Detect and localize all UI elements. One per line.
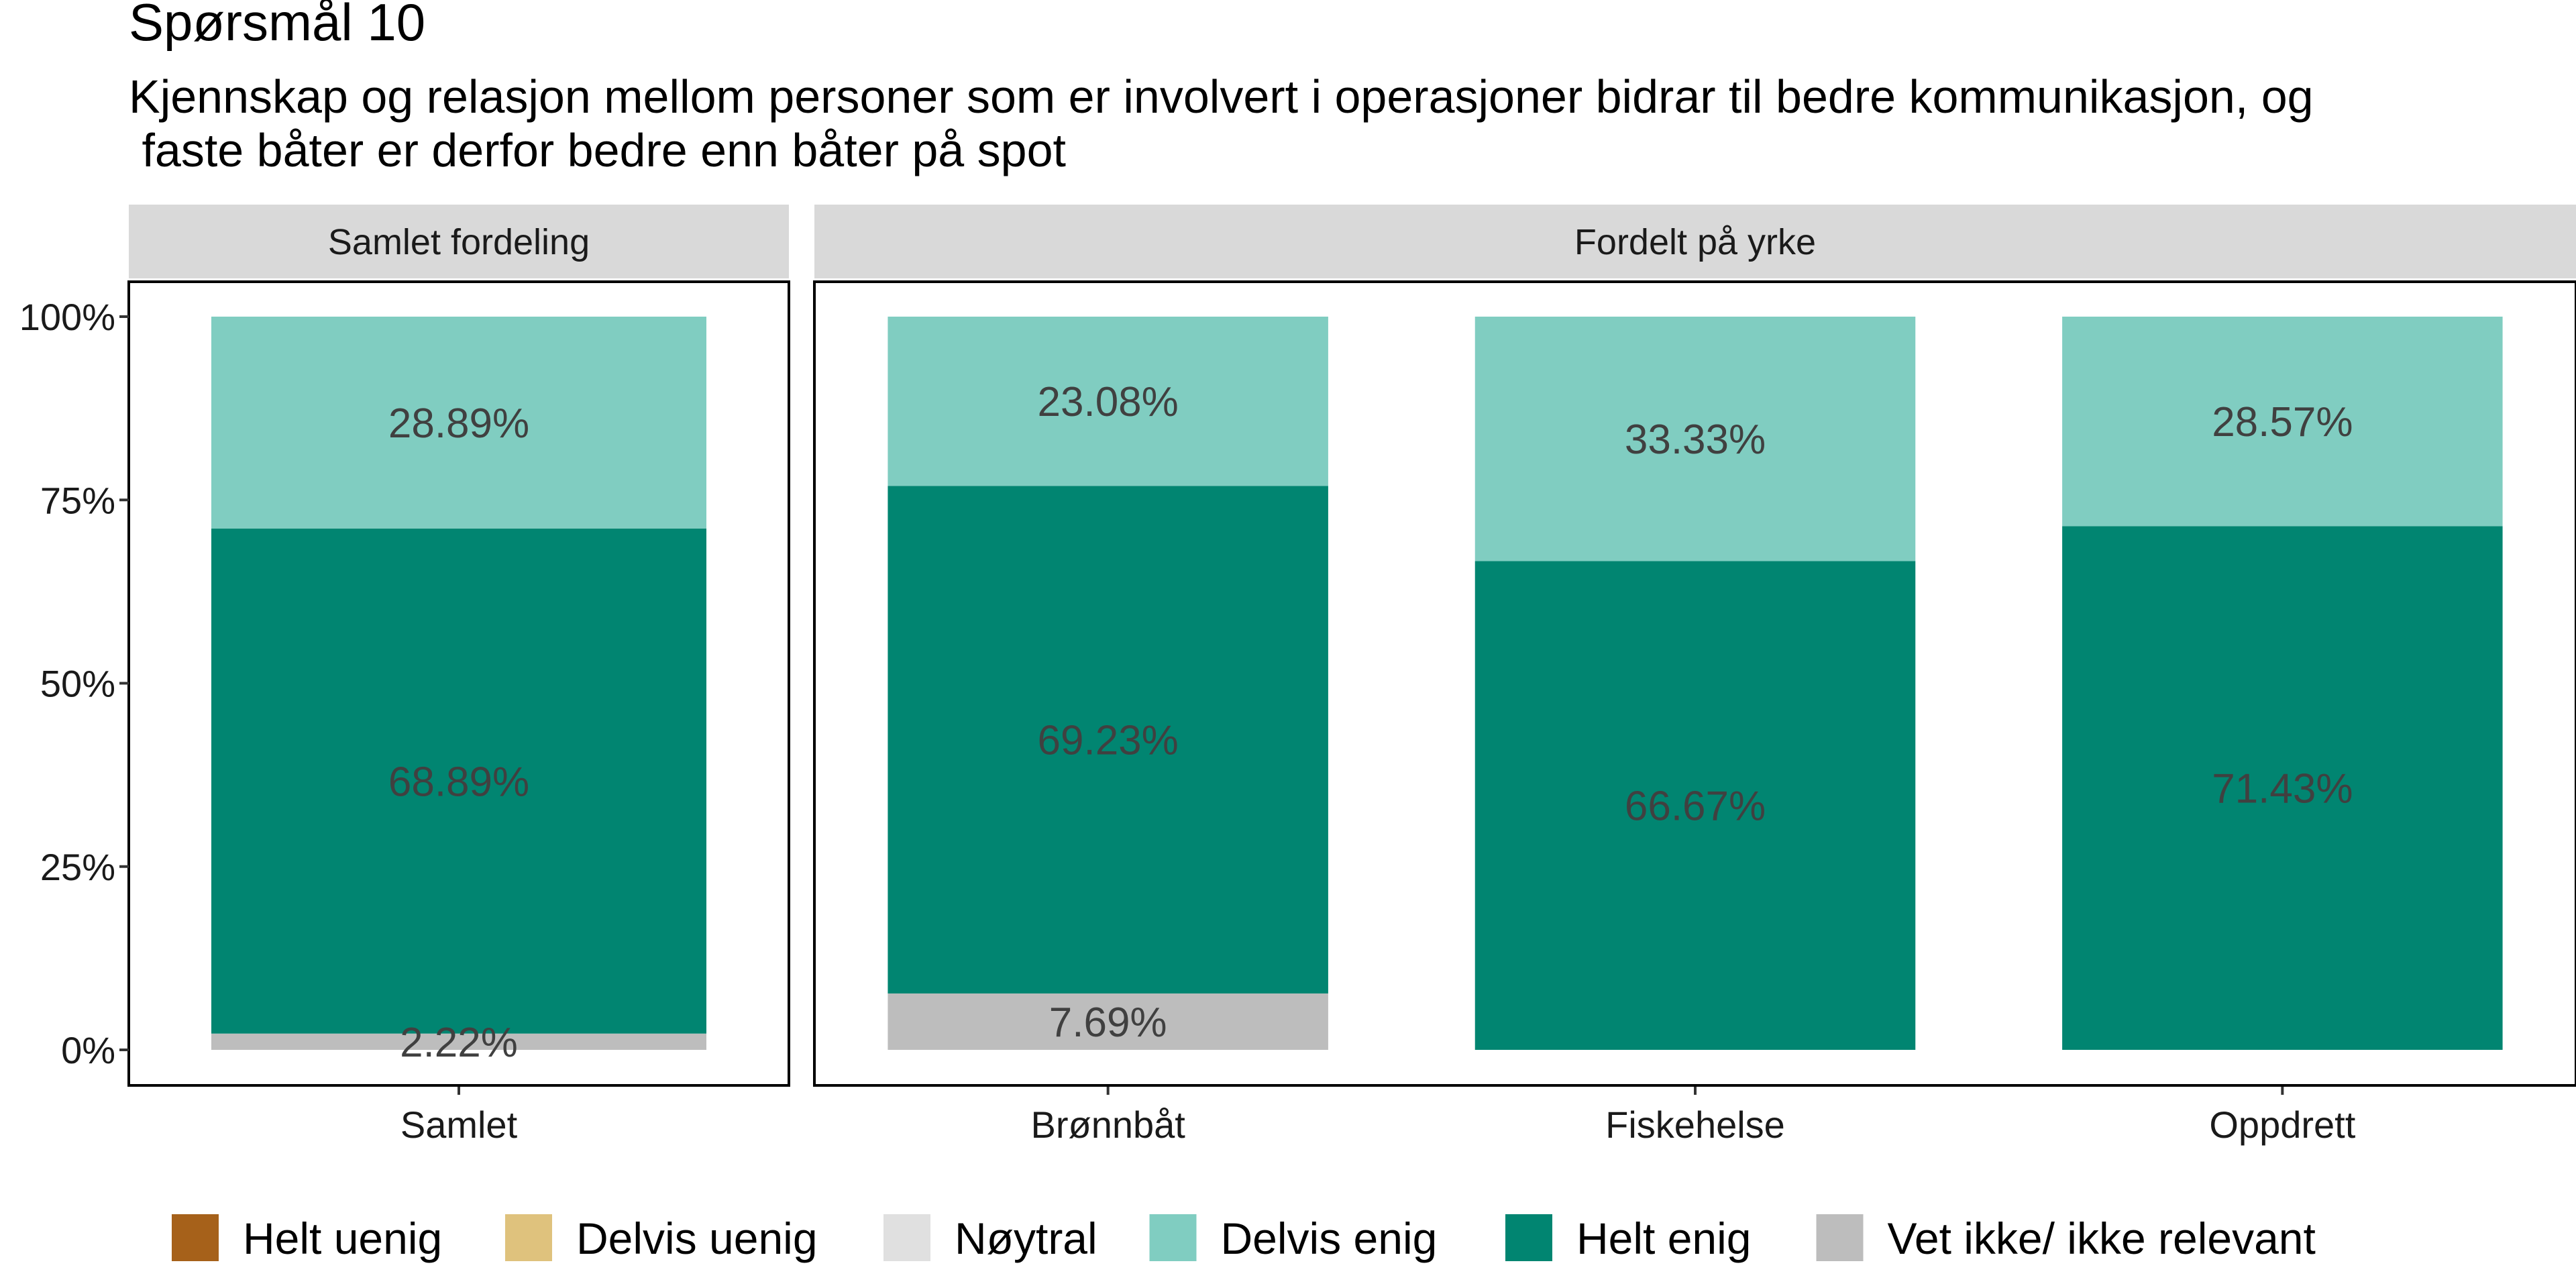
chart-subtitle-line: faste båter er derfor bedre enn båter på… [129,124,1066,176]
panel-fordelt-pa-yrke: Fordelt på yrke 7.69% 69.23% 23.08% Brønnbåt… [813,205,2576,1146]
y-tick-label: 75% [40,479,115,521]
legend-label: Nøytral [955,1214,1097,1263]
bar-delvis-enig [888,317,1328,486]
bar-stack-oppdrett: 71.43% 28.57% [2062,317,2503,1050]
bar-stack-fiskehelse: 66.67% 33.33% [1474,317,1916,1050]
bar-label-delvis-enig: 28.57% [2212,399,2353,445]
bar-vet-ikke-ikke-relevant [211,1033,706,1050]
x-tick-label: Oppdrett [2209,1104,2355,1146]
facet-strip [814,205,2576,278]
legend-swatch [1816,1214,1864,1261]
legend: Helt uenig Delvis uenig Nøytral Delvis enig… [172,1214,2316,1263]
y-tick-label: 25% [40,846,115,888]
legend-label: Delvis enig [1221,1214,1438,1263]
bar-label-vet-ikke-ikke-relevant: 7.69% [1049,1000,1167,1046]
legend-swatch [1505,1214,1552,1261]
y-tick-label: 0% [61,1029,115,1071]
y-tick-label: 100% [19,296,115,338]
bar-label-vet-ikke-ikke-relevant: 2.22% [400,1020,518,1066]
legend-item-helt-enig: Helt enig [1505,1214,1752,1263]
panels: Samlet fordeling 2.22% 68.89% 28.89% Samlet F… [127,205,2576,1146]
panel-border [813,280,2576,1087]
bar-label-helt-enig: 69.23% [1038,718,1179,764]
bar-label-helt-enig: 71.43% [2212,766,2353,812]
legend-item-delvis-uenig: Delvis uenig [505,1214,818,1263]
legend-item-helt-uenig: Helt uenig [172,1214,442,1263]
bar-stack-bronnbat: 7.69% 69.23% 23.08% [888,317,1328,1050]
chart-subtitle-line: Kjennskap og relasjon mellom personer so… [129,70,2314,123]
bar-label-helt-enig: 66.67% [1625,784,1766,830]
bar-vet-ikke-ikke-relevant [888,993,1328,1050]
legend-item-vet-ikke-ikke-relevant: Vet ikke/ ikke relevant [1816,1214,2316,1263]
y-axis: 0% 25% 50% 75% 100% [19,296,129,1071]
x-tick-label: Brønnbåt [1030,1104,1185,1146]
legend-item-delvis-enig: Delvis enig [1149,1214,1438,1263]
legend-label: Helt enig [1576,1214,1752,1263]
bar-label-delvis-enig: 23.08% [1038,379,1179,425]
legend-item-noytral: Nøytral [883,1214,1097,1263]
bar-helt-enig [2062,526,2503,1050]
facet-strip [129,205,789,278]
chart-subtitle: Kjennskap og relasjon mellom personer so… [129,70,2314,176]
bar-helt-enig [1474,561,1916,1050]
chart-title: Spørsmål 10 [129,0,425,52]
legend-label: Vet ikke/ ikke relevant [1888,1214,2316,1263]
x-tick-label: Fiskehelse [1605,1104,1785,1146]
bar-label-delvis-enig: 28.89% [388,400,529,447]
bar-stack-samlet: 2.22% 68.89% 28.89% [211,317,706,1066]
bar-label-delvis-enig: 33.33% [1625,417,1766,463]
y-tick-label: 50% [40,663,115,705]
panel-samlet-fordeling: Samlet fordeling 2.22% 68.89% 28.89% Samlet [127,205,790,1146]
bar-helt-enig [888,486,1328,994]
legend-label: Delvis uenig [576,1214,818,1263]
bar-helt-enig [211,528,706,1034]
bar-label-helt-enig: 68.89% [388,759,529,805]
legend-swatch [883,1214,930,1261]
bar-delvis-enig [2062,317,2503,527]
bar-delvis-enig [211,317,706,529]
legend-swatch [172,1214,219,1261]
x-tick-label: Samlet [400,1104,518,1146]
legend-label: Helt uenig [243,1214,442,1263]
legend-swatch [505,1214,552,1261]
bar-delvis-enig [1474,317,1916,561]
legend-swatch [1149,1214,1197,1261]
facet-strip-label: Samlet fordeling [328,222,590,262]
facet-strip-label: Fordelt på yrke [1574,222,1816,262]
